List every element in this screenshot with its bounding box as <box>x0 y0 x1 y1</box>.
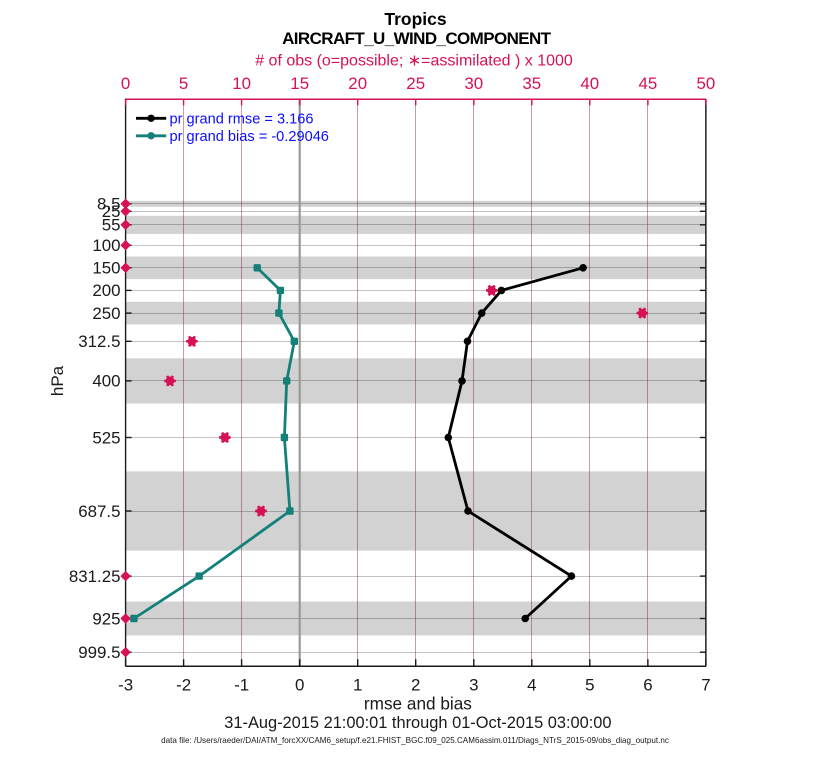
svg-text:200: 200 <box>92 281 120 300</box>
svg-text:25: 25 <box>406 74 425 93</box>
svg-text:rmse and bias: rmse and bias <box>364 694 472 714</box>
svg-text:-2: -2 <box>176 676 191 695</box>
svg-text:0: 0 <box>295 676 304 695</box>
svg-text:0: 0 <box>121 74 130 93</box>
svg-text:45: 45 <box>639 74 658 93</box>
svg-text:pr grand bias = -0.29046: pr grand bias = -0.29046 <box>170 129 329 145</box>
svg-text:30: 30 <box>464 74 483 93</box>
svg-text:10: 10 <box>232 74 251 93</box>
svg-text:6: 6 <box>643 676 652 695</box>
svg-text:831.25: 831.25 <box>69 567 121 586</box>
svg-text:150: 150 <box>92 259 120 278</box>
svg-text:35: 35 <box>522 74 541 93</box>
svg-text:100: 100 <box>92 236 120 255</box>
svg-text:5: 5 <box>179 74 188 93</box>
svg-text:-1: -1 <box>234 676 249 695</box>
svg-text:2: 2 <box>411 676 420 695</box>
svg-text:7: 7 <box>701 676 710 695</box>
svg-text:5: 5 <box>585 676 594 695</box>
svg-text:925: 925 <box>92 609 120 628</box>
svg-text:999.5: 999.5 <box>78 643 120 662</box>
svg-text:55: 55 <box>102 216 121 235</box>
svg-text:AIRCRAFT_U_WIND_COMPONENT: AIRCRAFT_U_WIND_COMPONENT <box>282 29 552 48</box>
svg-text:# of obs (o=possible; ∗=assimi: # of obs (o=possible; ∗=assimilated ) x … <box>255 52 573 69</box>
svg-text:3: 3 <box>469 676 478 695</box>
svg-text:525: 525 <box>92 428 120 447</box>
svg-text:data file: /Users/raeder/DAI/A: data file: /Users/raeder/DAI/ATM_forcXX/… <box>161 736 669 745</box>
svg-text:20: 20 <box>348 74 367 93</box>
svg-text:31-Aug-2015 21:00:01 through 0: 31-Aug-2015 21:00:01 through 01-Oct-2015… <box>224 714 611 732</box>
svg-text:25: 25 <box>102 202 121 221</box>
svg-text:-3: -3 <box>118 676 133 695</box>
svg-text:312.5: 312.5 <box>78 332 120 351</box>
svg-text:687.5: 687.5 <box>78 502 120 521</box>
svg-text:50: 50 <box>697 74 716 93</box>
svg-text:1: 1 <box>353 676 362 695</box>
svg-text:pr grand rmse = 3.166: pr grand rmse = 3.166 <box>170 112 314 128</box>
svg-text:15: 15 <box>290 74 309 93</box>
svg-text:hPa: hPa <box>48 365 67 396</box>
svg-text:8.5: 8.5 <box>97 195 120 214</box>
svg-text:250: 250 <box>92 304 120 323</box>
svg-text:400: 400 <box>92 372 120 391</box>
svg-text:Tropics: Tropics <box>384 9 447 29</box>
svg-text:4: 4 <box>527 676 536 695</box>
svg-text:40: 40 <box>580 74 599 93</box>
